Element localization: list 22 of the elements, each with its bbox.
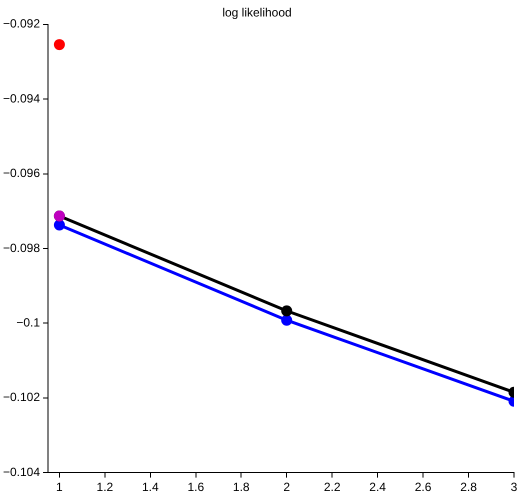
x-tick-label: 2.8: [460, 480, 478, 494]
y-tick-label: −0.104: [2, 464, 40, 479]
x-tick-label: 1: [56, 480, 64, 494]
y-tick-label: −0.096: [2, 166, 40, 180]
y-tick-label: −0.1: [16, 316, 40, 330]
y-tick-label: −0.092: [2, 16, 40, 31]
point: [54, 219, 65, 230]
x-tick-label: 1.8: [232, 480, 250, 494]
y-tick-label: −0.094: [2, 91, 40, 106]
x-tick-label: 1.2: [96, 480, 114, 494]
x-tick-label: 3: [510, 480, 518, 494]
chart-title: log likelihood: [222, 6, 292, 20]
x-tick-label: 2.6: [414, 480, 432, 494]
x-tick-label: 2: [283, 480, 290, 494]
x-tick-label: 2.4: [369, 480, 386, 494]
y-tick-label: −0.102: [2, 390, 40, 404]
point: [54, 39, 65, 50]
x-tick-label: 1.4: [142, 480, 159, 494]
x-tick-label: 2.2: [324, 480, 341, 494]
point: [281, 314, 292, 326]
x-tick-label: 1.6: [187, 480, 204, 494]
y-tick-label: −0.098: [2, 240, 40, 255]
